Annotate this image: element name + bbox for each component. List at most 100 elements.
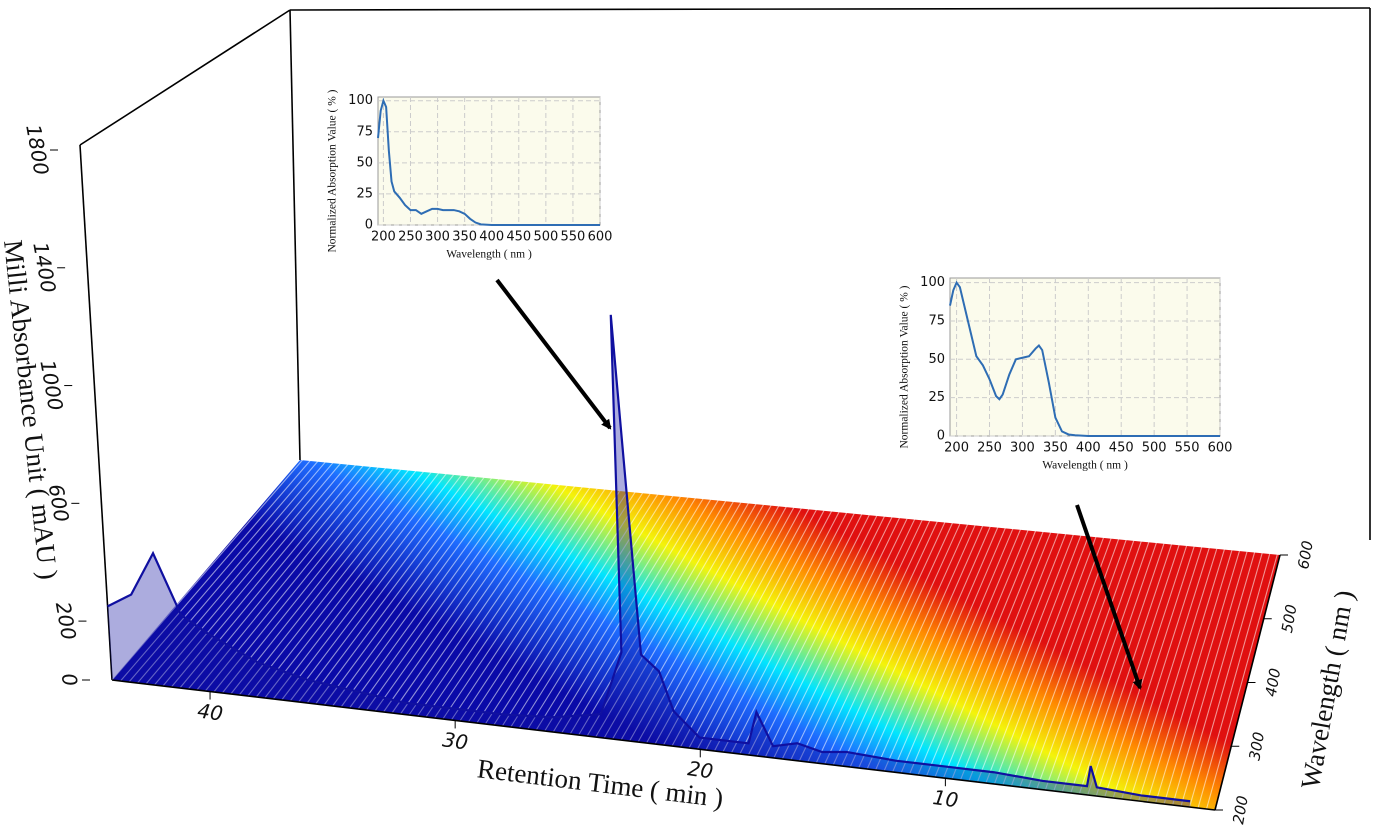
surface-ridge	[315, 473, 488, 705]
surface-ridge	[841, 518, 955, 767]
surface-ridge	[145, 458, 337, 685]
surface-ridge	[459, 485, 616, 722]
surface-ridge	[179, 461, 367, 689]
surface-ridge	[230, 465, 412, 695]
x-tick-label: 500	[533, 230, 558, 245]
surface-ridge	[1070, 538, 1159, 794]
surface-ridge	[781, 513, 903, 760]
surface-ridge	[569, 495, 714, 735]
surface-ridge	[1019, 534, 1114, 788]
surface-ridge	[1044, 536, 1136, 791]
surface-ridge	[1163, 546, 1242, 805]
y-tick-label: 200	[1229, 794, 1252, 825]
surface-ridge	[535, 492, 684, 731]
surface-ridge	[298, 471, 473, 703]
surface-ridge	[798, 514, 918, 762]
surface-ridge	[255, 468, 435, 698]
y-tick-label: 25	[356, 186, 373, 201]
x-tick-label: 250	[977, 441, 1002, 456]
surface-ridge	[1010, 533, 1106, 787]
surface-ridge	[892, 523, 1001, 773]
x-tick-label: 400	[1076, 441, 1101, 456]
x-tick-label: 450	[506, 230, 531, 245]
surface-ridge	[374, 478, 541, 712]
surface-ridge	[730, 509, 857, 754]
x-tick-label: 10	[931, 785, 960, 812]
surface-ridge	[204, 463, 390, 692]
surface-ridge	[1078, 539, 1166, 795]
surface-ridge	[578, 495, 722, 736]
surface-ridge	[1129, 543, 1212, 801]
surface-ridge	[807, 515, 925, 763]
surface-ridge	[756, 511, 880, 757]
surface-ridge	[815, 516, 933, 764]
surface-ridge	[663, 503, 797, 746]
surface-ridge	[968, 529, 1068, 782]
y-axis-title: Normalized Absorption Value ( % )	[327, 89, 339, 252]
z-tick-label: 200	[51, 600, 81, 642]
x-tick-label: 350	[1043, 441, 1068, 456]
surface-ridge	[875, 521, 985, 771]
surface-ridge	[866, 520, 978, 770]
surface-ridge	[959, 528, 1061, 781]
surface-ridge	[586, 496, 729, 737]
surface-ridge	[612, 498, 752, 740]
surface-ridge	[323, 473, 495, 706]
surface-ridge	[238, 466, 420, 696]
surface-ridge	[1095, 540, 1181, 797]
surface-ridge	[247, 467, 428, 697]
y-tick-label: 75	[928, 313, 945, 328]
surface-ridge	[1214, 550, 1287, 811]
surface-ridge	[467, 486, 624, 723]
surface-ridge	[993, 531, 1091, 785]
surface-ridge	[340, 475, 510, 708]
surface-ridge	[976, 530, 1076, 783]
surface-ridge	[883, 522, 993, 772]
surface-ridge	[137, 457, 330, 684]
x-tick-label: 350	[452, 230, 477, 245]
y-tick-label: 400	[1262, 667, 1285, 698]
y-tick-label: 50	[928, 352, 945, 367]
surface-ridge	[595, 497, 737, 738]
surface-ridge	[671, 503, 805, 747]
x-tick-label: 30	[441, 727, 470, 754]
surface-ridge	[561, 494, 707, 734]
x-tick-label: 600	[588, 230, 613, 245]
surface-ridge	[1197, 549, 1272, 809]
surface-ridge	[450, 484, 608, 721]
surface-ridge	[909, 524, 1016, 775]
x-tick-label: 450	[1109, 441, 1134, 456]
surface-ridge	[221, 465, 405, 694]
y-tick-label: 600	[1294, 539, 1317, 570]
surface-plane	[112, 460, 1280, 810]
x-axis	[111, 679, 1216, 811]
x-tick-label: 400	[479, 230, 504, 245]
surface-ridge	[1104, 541, 1189, 798]
surface-ridge	[858, 520, 970, 769]
surface-ridge	[849, 519, 963, 768]
surface-ridge	[128, 457, 322, 683]
surface-ridge	[1027, 534, 1121, 789]
z-tick-label: 0	[57, 671, 83, 688]
surface-ridge	[1205, 550, 1279, 810]
surface-ridge	[1053, 536, 1144, 792]
line	[949, 280, 1220, 437]
line	[377, 97, 600, 226]
surface-ridge	[1121, 542, 1204, 800]
surface-ridge	[306, 472, 480, 704]
y-tick-label: 50	[356, 155, 373, 170]
x-tick-label: 200	[371, 230, 396, 245]
surface-ridge	[934, 526, 1038, 778]
surface-ridge	[926, 525, 1031, 777]
y-tick-label: 25	[928, 390, 945, 405]
surface-ridge	[654, 502, 789, 745]
surface-ridge	[1036, 535, 1129, 790]
surface-ridge	[272, 469, 450, 700]
z-tick-label: 1800	[21, 123, 53, 177]
surface-ridge	[493, 488, 646, 726]
surface-ridge	[416, 481, 578, 717]
surface-ridge	[1138, 544, 1219, 802]
surface-ridge	[1155, 545, 1234, 804]
surface-ridge	[773, 512, 895, 759]
surface-ridge	[951, 528, 1053, 780]
